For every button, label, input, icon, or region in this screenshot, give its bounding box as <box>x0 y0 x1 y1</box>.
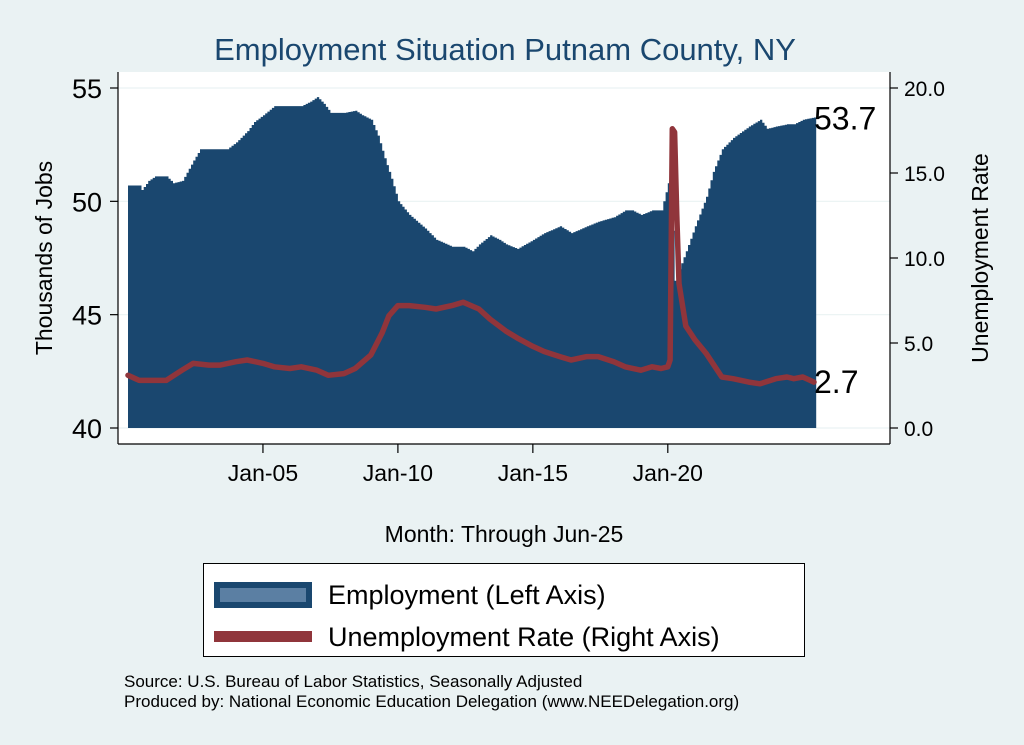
right-tick-label-0: 0.0 <box>904 418 933 441</box>
legend-item-unemployment: Unemployment Rate (Right Axis) <box>204 614 804 658</box>
right-tick-label-3: 15.0 <box>904 163 945 186</box>
unemployment-line <box>125 126 817 387</box>
unemployment-end-label: 2.7 <box>814 364 858 400</box>
employment-end-label: 53.7 <box>814 100 876 136</box>
legend: Employment (Left Axis) Unemployment Rate… <box>203 563 805 657</box>
employment-area <box>128 97 817 428</box>
axis-labels: 40 45 50 55 0.0 5.0 10.0 15.0 20.0 Jan-05 Jan-10 Ja… <box>31 74 993 547</box>
y-right-axis-title: Unemployment Rate <box>967 153 993 363</box>
y-left-axis-title: Thousands of Jobs <box>31 161 57 355</box>
left-tick-label-3: 55 <box>72 74 102 104</box>
legend-label-employment: Employment (Left Axis) <box>328 580 606 610</box>
axes <box>110 72 898 453</box>
source-note: Source: U.S. Bureau of Labor Statistics,… <box>124 672 583 691</box>
right-tick-label-2: 10.0 <box>904 248 945 271</box>
chart-title: Employment Situation Putnam County, NY <box>214 32 796 67</box>
right-tick-label-4: 20.0 <box>904 78 945 101</box>
legend-swatch-employment <box>214 582 312 608</box>
left-tick-label-1: 45 <box>72 301 102 331</box>
x-tick-label-3: Jan-20 <box>633 460 703 486</box>
right-tick-label-1: 5.0 <box>904 333 933 356</box>
x-tick-label-2: Jan-15 <box>498 460 568 486</box>
x-axis-title: Month: Through Jun-25 <box>385 521 624 547</box>
legend-swatch-unemployment <box>214 631 312 642</box>
left-tick-label-2: 50 <box>72 187 102 217</box>
x-tick-label-0: Jan-05 <box>228 460 298 486</box>
legend-item-employment: Employment (Left Axis) <box>204 572 804 616</box>
end-value-labels: 53.7 2.7 <box>814 100 876 400</box>
x-tick-label-1: Jan-10 <box>363 460 433 486</box>
legend-label-unemployment: Unemployment Rate (Right Axis) <box>328 622 720 652</box>
left-tick-label-0: 40 <box>72 414 102 444</box>
producer-note: Produced by: National Economic Education… <box>124 692 740 711</box>
employment-area-path <box>128 97 817 428</box>
unemployment-line-path <box>125 126 817 387</box>
